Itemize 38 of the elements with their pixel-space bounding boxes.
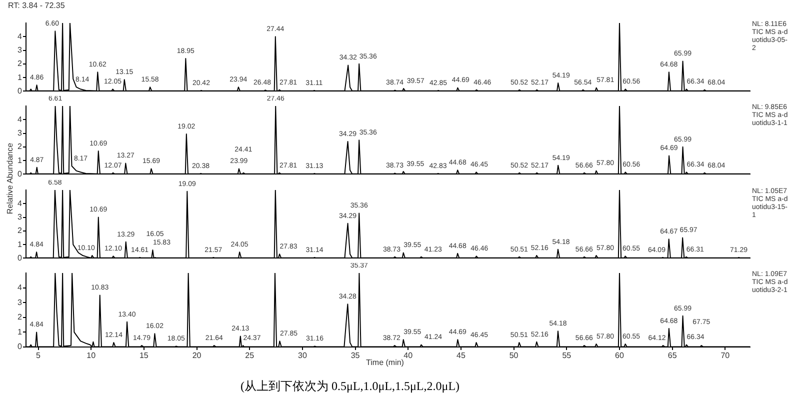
y-tick-label: 1	[18, 240, 23, 249]
y-tick-label: 2	[18, 59, 23, 68]
x-tick-label: 55	[562, 351, 572, 360]
x-tick-label: 40	[404, 351, 414, 360]
y-tick-label: 2	[18, 226, 23, 236]
y-tick-label: 3	[18, 298, 23, 307]
x-tick-label: 20	[192, 351, 202, 360]
y-tick-label: 3	[18, 128, 23, 138]
y-tick-label: 4	[18, 283, 23, 292]
x-tick-label: 30	[298, 351, 308, 360]
y-tick-label: 1	[18, 156, 23, 165]
y-tick-label: 0	[18, 253, 23, 262]
x-tick-label: 60	[615, 351, 624, 360]
x-tick-label: 10	[86, 351, 96, 360]
x-axis-title: Time (min)	[366, 358, 404, 367]
text: (从上到下依次为 0.5μL,1.0μL,1.5μL,2.0μL)	[239, 378, 461, 395]
y-tick-label: 2	[18, 312, 23, 322]
y-tick-label: 4	[18, 198, 23, 208]
y-tick-label: 1	[18, 327, 23, 336]
y-tick-label: 0	[18, 169, 23, 178]
x-tick-label: 15	[139, 351, 149, 360]
chart-title: RT: 3.84 - 72.35	[8, 1, 65, 10]
x-tick-label: 50	[509, 351, 519, 360]
y-tick-label: 1	[18, 72, 23, 82]
y-tick-label: 4	[18, 114, 23, 124]
y-tick-label: 3	[18, 212, 23, 222]
y-tick-label: 0	[18, 342, 23, 352]
y-tick-label: 0	[18, 86, 23, 96]
x-tick-label: 65	[668, 351, 678, 360]
x-tick-label: 70	[720, 351, 730, 360]
x-tick-label: 5	[36, 351, 42, 360]
y-tick-label: 3	[18, 45, 23, 54]
y-tick-label: 2	[18, 142, 23, 152]
y-tick-label: 4	[18, 32, 23, 41]
y-axis-title: Relative Abundance	[6, 142, 14, 216]
x-tick-label: 45	[456, 351, 466, 360]
x-tick-label: 35	[350, 351, 360, 360]
x-tick-label: 25	[245, 351, 255, 360]
